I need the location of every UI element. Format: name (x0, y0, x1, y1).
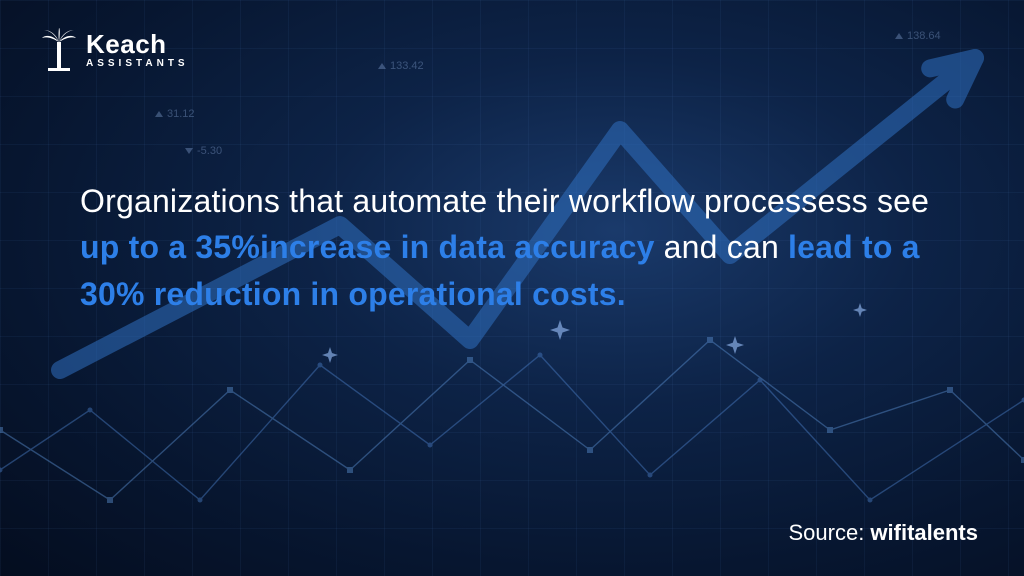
brand-logo: Keach ASSISTANTS (42, 28, 189, 72)
chart-data-label: 133.42 (378, 60, 424, 72)
headline-part2: and can (655, 229, 788, 265)
palm-tree-icon (42, 28, 76, 72)
source-name: wifitalents (870, 520, 978, 545)
chart-data-label: 138.64 (895, 30, 941, 42)
infographic-canvas: 31.12-5.30133.42138.64 Keach ASSISTANTS … (0, 0, 1024, 576)
triangle-down-icon (185, 148, 193, 154)
source-label: Source: (788, 520, 870, 545)
headline-part1: Organizations that automate their workfl… (80, 183, 929, 219)
headline-text: Organizations that automate their workfl… (80, 178, 964, 317)
triangle-up-icon (895, 33, 903, 39)
chart-data-label: -5.30 (185, 145, 222, 157)
chart-data-label: 31.12 (155, 108, 195, 120)
logo-brand-text: Keach (86, 31, 189, 57)
headline-highlight-1: up to a 35%increase in data accuracy (80, 229, 655, 265)
triangle-up-icon (378, 63, 386, 69)
data-label-value: 133.42 (390, 60, 424, 72)
decorative-line-series (0, 337, 1024, 503)
data-label-value: 31.12 (167, 108, 195, 120)
data-label-value: 138.64 (907, 30, 941, 42)
triangle-up-icon (155, 111, 163, 117)
logo-subtext: ASSISTANTS (86, 59, 189, 69)
data-label-value: -5.30 (197, 145, 222, 157)
source-citation: Source: wifitalents (788, 520, 978, 546)
